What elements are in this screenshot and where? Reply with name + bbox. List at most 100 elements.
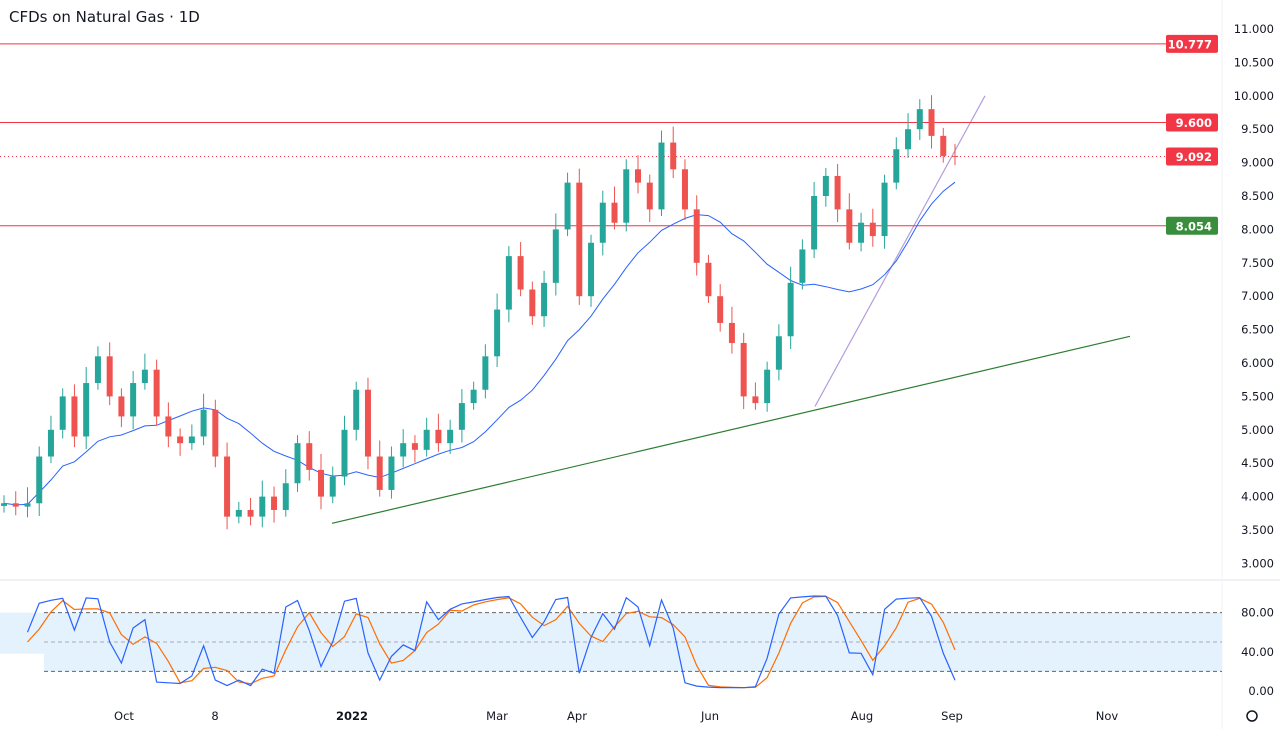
candle-body xyxy=(94,356,101,384)
candle-body xyxy=(775,336,782,370)
candle-body xyxy=(83,383,90,437)
price-tick-label: 7.000 xyxy=(1241,289,1274,303)
price-level-badge xyxy=(1166,147,1218,166)
candle-body xyxy=(635,169,641,183)
stoch-tick-label: 0.00 xyxy=(1248,684,1274,698)
price-tick-label: 8.000 xyxy=(1241,222,1274,236)
candle-body xyxy=(247,509,254,517)
moving-average-line xyxy=(3,181,956,506)
candle-body xyxy=(541,282,548,317)
stoch-band-left xyxy=(0,612,44,654)
candle-body xyxy=(869,222,876,237)
candle-body xyxy=(787,282,794,337)
candle-body xyxy=(165,416,172,437)
candle-body xyxy=(681,169,688,210)
price-tick-label: 10.500 xyxy=(1234,55,1274,69)
candle-body xyxy=(517,256,524,290)
candle-body xyxy=(411,443,418,450)
candle-body xyxy=(435,429,442,444)
trendline[interactable] xyxy=(814,95,986,407)
candle-body xyxy=(494,309,501,357)
trendline[interactable] xyxy=(331,335,1131,524)
candle-body xyxy=(529,289,536,317)
price-level-badge xyxy=(1166,216,1218,235)
price-tick-label: 9.500 xyxy=(1241,122,1274,136)
candle-body xyxy=(928,109,935,136)
settings-gear-icon[interactable] xyxy=(1246,710,1258,722)
candle-body xyxy=(130,383,137,417)
time-tick-label: Nov xyxy=(1096,709,1119,723)
price-tick-label: 11.000 xyxy=(1234,22,1274,36)
candle-body xyxy=(623,169,630,223)
candle-body xyxy=(752,396,759,404)
candle-body xyxy=(799,249,806,283)
candle-body xyxy=(670,142,677,170)
candle-body xyxy=(940,135,947,156)
price-tick-label: 3.500 xyxy=(1241,523,1274,537)
price-level-label: 9.600 xyxy=(1176,116,1212,130)
candle-body xyxy=(470,389,477,404)
candle-body xyxy=(458,403,465,430)
price-tick-label: 5.500 xyxy=(1241,389,1274,403)
price-level-label: 10.777 xyxy=(1168,37,1212,51)
stoch-k-line xyxy=(26,595,956,689)
candle-body xyxy=(564,182,571,230)
time-tick-label: 8 xyxy=(211,709,218,723)
candle-body xyxy=(235,509,242,517)
candle-body xyxy=(599,202,606,243)
candle-body xyxy=(705,262,712,297)
candle-body xyxy=(822,175,829,196)
stoch-tick-label: 80.00 xyxy=(1241,606,1274,620)
time-tick-label: Apr xyxy=(567,709,587,723)
candle-body xyxy=(740,342,747,397)
candle-body xyxy=(576,182,583,297)
price-tick-label: 3.000 xyxy=(1241,556,1274,570)
price-tick-label: 8.500 xyxy=(1241,189,1274,203)
candle-body xyxy=(482,356,489,390)
candle-body xyxy=(259,496,266,517)
candle-body xyxy=(505,256,512,310)
candle-body xyxy=(106,356,113,397)
candle-body xyxy=(846,209,853,243)
candle-body xyxy=(71,396,78,437)
candle-body xyxy=(47,429,54,457)
price-tick-label: 6.000 xyxy=(1241,356,1274,370)
candle-body xyxy=(294,443,301,484)
price-level-label: 8.054 xyxy=(1176,219,1212,233)
candle-body xyxy=(588,242,595,297)
candle-body xyxy=(36,456,43,504)
time-tick-label: Oct xyxy=(114,709,134,723)
candle-body xyxy=(728,322,735,343)
candle-body xyxy=(282,483,289,510)
time-tick-label: Aug xyxy=(851,709,873,723)
candle-body xyxy=(858,222,865,243)
time-tick-label: Jun xyxy=(700,709,719,723)
price-tick-label: 4.500 xyxy=(1241,456,1274,470)
candle-body xyxy=(364,389,371,457)
candle-body xyxy=(153,369,160,417)
stoch-tick-label: 40.00 xyxy=(1241,645,1274,659)
candle-body xyxy=(177,436,184,444)
candle-body xyxy=(893,149,900,183)
price-tick-label: 5.000 xyxy=(1241,423,1274,437)
price-level-label: 9.092 xyxy=(1176,150,1212,164)
time-tick-label: 2022 xyxy=(336,709,368,723)
price-tick-label: 9.000 xyxy=(1241,156,1274,170)
candle-body xyxy=(306,443,313,470)
candle-body xyxy=(388,456,395,490)
candle-body xyxy=(24,503,31,507)
candle-body xyxy=(423,429,430,450)
candle-body xyxy=(318,469,324,497)
candle-body xyxy=(353,389,360,430)
candle-body xyxy=(811,196,818,250)
price-level-badge xyxy=(1166,113,1218,132)
candle-body xyxy=(59,396,66,430)
candle-body xyxy=(552,229,559,283)
price-tick-label: 7.500 xyxy=(1241,256,1274,270)
candle-body xyxy=(834,175,841,210)
candle-body xyxy=(717,296,724,323)
candle-body xyxy=(400,443,407,457)
price-level-badge xyxy=(1166,34,1218,53)
candle-body xyxy=(905,129,912,150)
